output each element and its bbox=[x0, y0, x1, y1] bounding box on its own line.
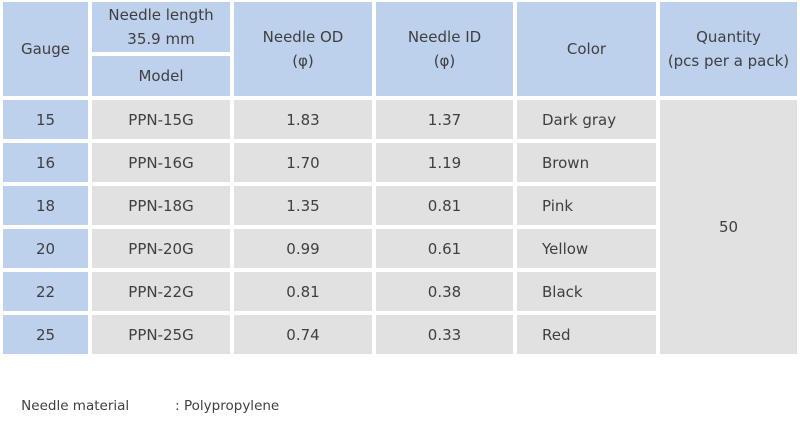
needle-od-value: 0.74 bbox=[234, 315, 372, 354]
header-quantity: Quantity (pcs per a pack) bbox=[660, 2, 797, 96]
needle-id-value: 0.33 bbox=[376, 315, 513, 354]
header-quantity-line1: Quantity bbox=[696, 28, 761, 46]
color-value: Brown bbox=[517, 143, 656, 182]
model-value: PPN-22G bbox=[92, 272, 230, 311]
header-needle-id: Needle ID (φ) bbox=[376, 2, 513, 96]
model-value: PPN-18G bbox=[92, 186, 230, 225]
header-needle-length-line1: Needle length bbox=[108, 6, 214, 24]
color-value: Red bbox=[517, 315, 656, 354]
needle-od-value: 0.99 bbox=[234, 229, 372, 268]
needle-spec-table: Gauge Needle length 35.9 mm Needle OD (φ… bbox=[3, 2, 797, 354]
needle-id-value: 0.61 bbox=[376, 229, 513, 268]
note-needle-material: Needle material : Polypropylene bbox=[4, 366, 800, 443]
needle-id-value: 1.19 bbox=[376, 143, 513, 182]
needle-id-value: 1.37 bbox=[376, 100, 513, 139]
model-value: PPN-25G bbox=[92, 315, 230, 354]
header-needle-length: Needle length 35.9 mm bbox=[92, 2, 230, 52]
header-color: Color bbox=[517, 2, 656, 96]
header-quantity-line2: (pcs per a pack) bbox=[667, 52, 790, 70]
header-gauge: Gauge bbox=[3, 2, 88, 96]
gauge-value: 15 bbox=[3, 100, 88, 139]
needle-od-value: 1.35 bbox=[234, 186, 372, 225]
gauge-value: 16 bbox=[3, 143, 88, 182]
table-row: 18 PPN-18G 1.35 0.81 Pink bbox=[3, 186, 797, 225]
header-needle-length-line2: 35.9 mm bbox=[127, 30, 195, 48]
model-value: PPN-20G bbox=[92, 229, 230, 268]
needle-od-value: 1.83 bbox=[234, 100, 372, 139]
needle-id-value: 0.38 bbox=[376, 272, 513, 311]
table-row: 15 PPN-15G 1.83 1.37 Dark gray 50 bbox=[3, 100, 797, 354]
header-gauge-label: Gauge bbox=[20, 40, 71, 58]
header-needle-id-line2: (φ) bbox=[433, 52, 456, 70]
table-row: 25 PPN-25G 0.74 0.33 Red bbox=[3, 315, 797, 354]
header-needle-id-line1: Needle ID bbox=[407, 28, 482, 46]
model-value: PPN-15G bbox=[92, 100, 230, 139]
header-needle-od: Needle OD (φ) bbox=[234, 2, 372, 96]
header-needle-od-line1: Needle OD bbox=[262, 28, 344, 46]
needle-od-value: 1.70 bbox=[234, 143, 372, 182]
quantity-value: 50 bbox=[660, 100, 797, 354]
table-row: 20 PPN-20G 0.99 0.61 Yellow bbox=[3, 229, 797, 268]
header-model: Model bbox=[92, 56, 230, 96]
note-needle-material-label: Needle material bbox=[21, 398, 130, 414]
color-value: Black bbox=[517, 272, 656, 311]
header-row-bottom: Model bbox=[3, 56, 797, 96]
needle-id-value: 0.81 bbox=[376, 186, 513, 225]
gauge-value: 25 bbox=[3, 315, 88, 354]
color-value: Dark gray bbox=[517, 100, 656, 139]
gauge-value: 22 bbox=[3, 272, 88, 311]
header-model-label: Model bbox=[138, 67, 184, 85]
header-row-top: Gauge Needle length 35.9 mm Needle OD (φ… bbox=[3, 2, 797, 96]
needle-od-value: 0.81 bbox=[234, 272, 372, 311]
gauge-value: 20 bbox=[3, 229, 88, 268]
note-needle-material-value: : Polypropylene bbox=[175, 398, 280, 414]
table-row: 22 PPN-22G 0.81 0.38 Black bbox=[3, 272, 797, 311]
gauge-value: 18 bbox=[3, 186, 88, 225]
header-color-label: Color bbox=[566, 40, 607, 58]
color-value: Pink bbox=[517, 186, 656, 225]
header-needle-od-line2: (φ) bbox=[292, 52, 314, 70]
color-value: Yellow bbox=[517, 229, 656, 268]
model-value: PPN-16G bbox=[92, 143, 230, 182]
footer-notes: Needle material: Polypropylene Needle ba… bbox=[4, 366, 800, 443]
table-row: 16 PPN-16G 1.70 1.19 Brown bbox=[3, 143, 797, 182]
